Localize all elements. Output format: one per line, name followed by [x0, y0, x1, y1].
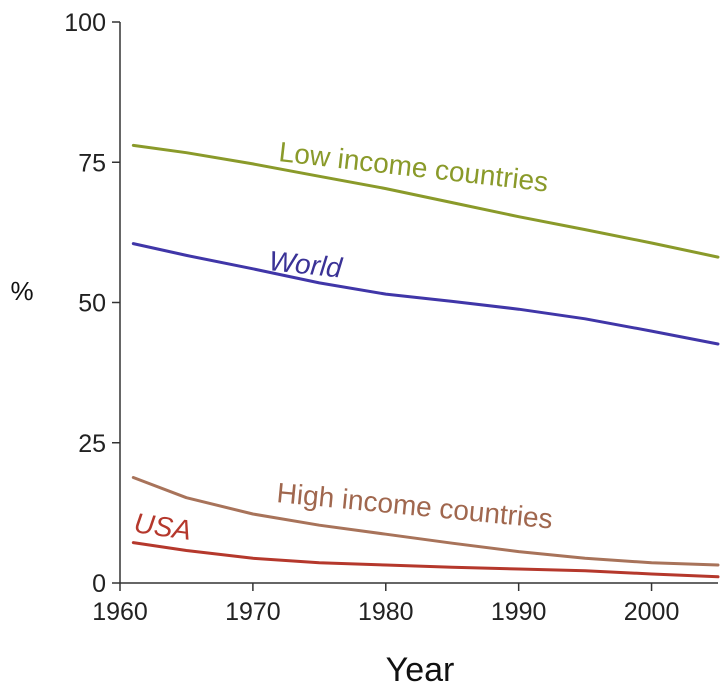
y-tick-label: 50: [78, 290, 106, 318]
y-tick-label: 100: [64, 9, 106, 37]
y-tick-label: 0: [92, 570, 106, 598]
series-label-world: World: [267, 245, 344, 284]
x-tick-label: 2000: [624, 598, 680, 626]
x-tick-label: 1980: [358, 598, 414, 626]
x-ticks: 1960 1970 1980 1990 2000: [92, 583, 679, 626]
x-axis-title: Year: [386, 651, 455, 689]
series-label-usa: USA: [132, 507, 193, 546]
series-line-high-income-countries: [131, 476, 720, 567]
series-line-world: [131, 242, 720, 346]
series-label-low-income: Low income countries: [277, 136, 550, 197]
series-line-usa: [131, 541, 720, 579]
series-line-low-income-countries: [131, 143, 720, 259]
x-tick-label: 1990: [491, 598, 547, 626]
y-ticks: 0 25 50 75 100: [64, 9, 120, 598]
y-tick-label: 25: [78, 430, 106, 458]
y-axis-title: %: [10, 276, 33, 306]
x-tick-label: 1960: [92, 598, 148, 626]
x-tick-label: 1970: [225, 598, 281, 626]
series-labels: Low income countries World High income c…: [132, 136, 554, 546]
y-tick-label: 75: [78, 149, 106, 177]
series-lines: [131, 143, 720, 579]
